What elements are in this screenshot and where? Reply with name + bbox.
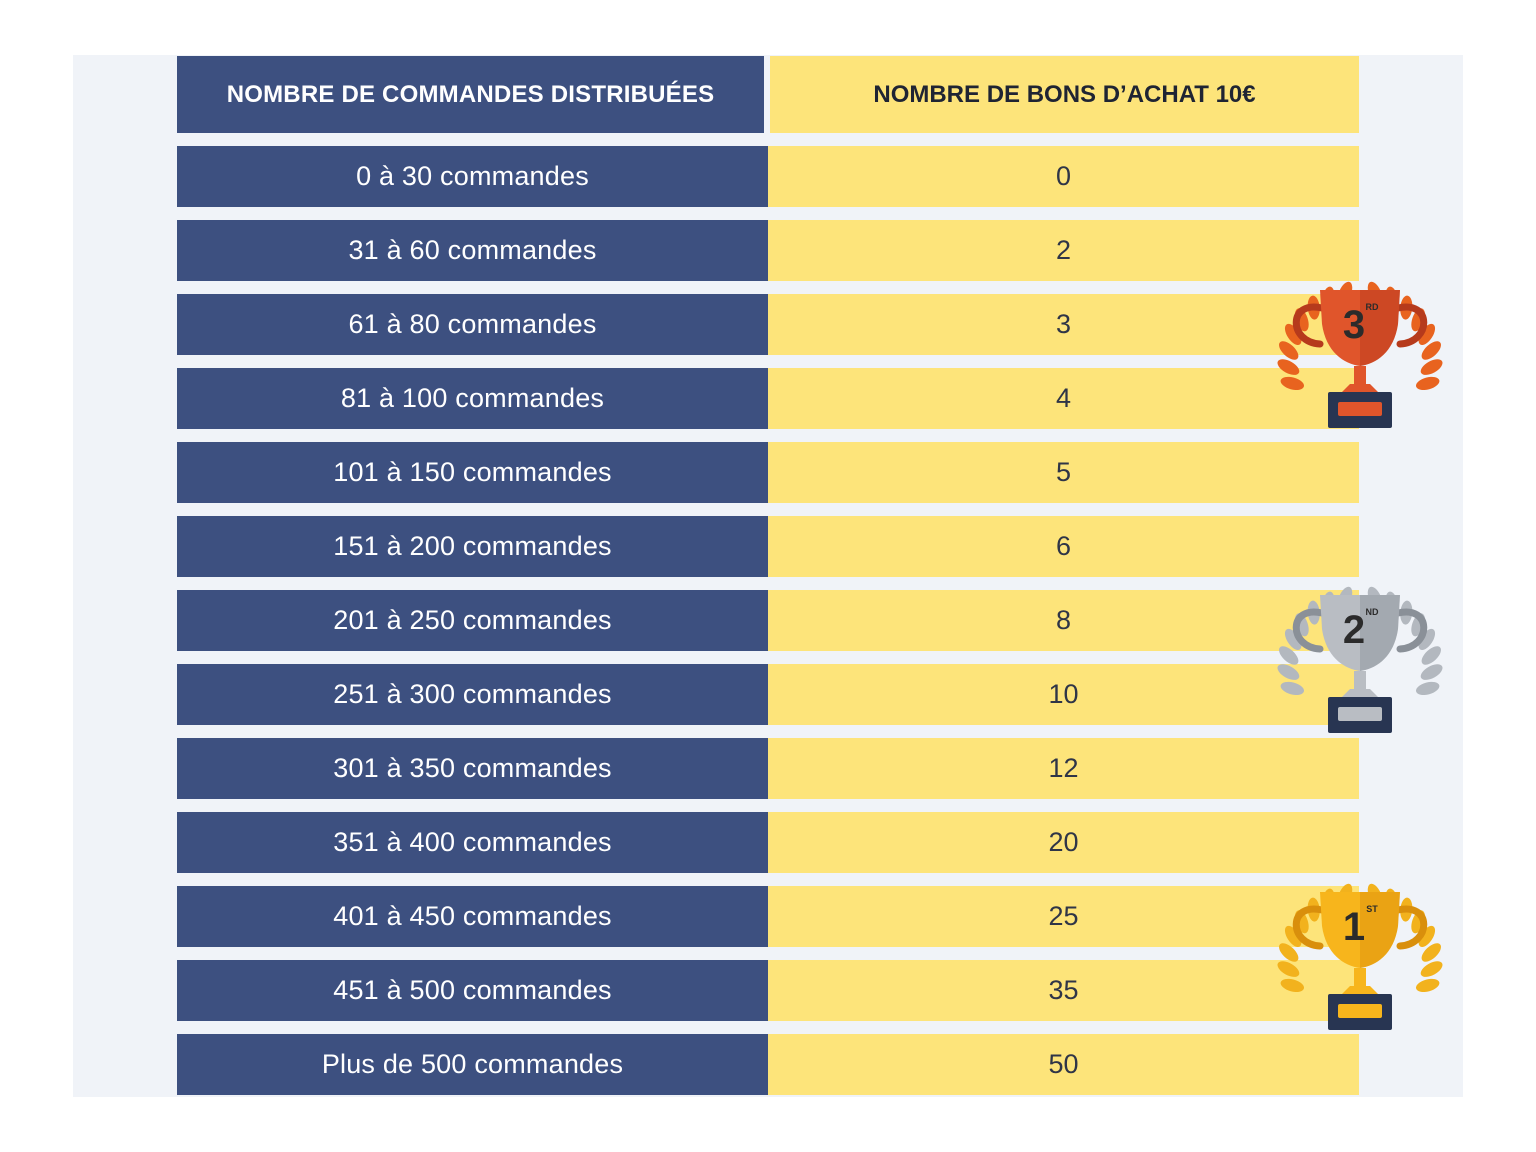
orders-cell: 351 à 400 commandes bbox=[177, 812, 768, 873]
laurel-leaf bbox=[1420, 359, 1443, 375]
table-row: 301 à 350 commandes 12 bbox=[177, 738, 1359, 799]
table-row: 201 à 250 commandes 8 bbox=[177, 590, 1359, 651]
table-row: 451 à 500 commandes 35 bbox=[177, 960, 1359, 1021]
vouchers-cell: 25 bbox=[768, 886, 1359, 947]
vouchers-cell: 2 bbox=[768, 220, 1359, 281]
vouchers-cell: 8 bbox=[768, 590, 1359, 651]
laurel-leaf bbox=[1416, 376, 1440, 390]
orders-cell: 451 à 500 commandes bbox=[177, 960, 768, 1021]
table-row: 31 à 60 commandes 2 bbox=[177, 220, 1359, 281]
header-orders: NOMBRE DE COMMANDES DISTRIBUÉES bbox=[177, 56, 764, 133]
silver-trophy-icon: 2 ND bbox=[1277, 586, 1443, 733]
gold-trophy-icon: 1 ST bbox=[1277, 883, 1443, 1030]
table-row: 0 à 30 commandes 0 bbox=[177, 146, 1359, 207]
vouchers-cell: 50 bbox=[768, 1034, 1359, 1095]
trophy-rank-numeral: 2 bbox=[1343, 608, 1365, 652]
vouchers-cell: 0 bbox=[768, 146, 1359, 207]
laurel-leaf bbox=[1421, 341, 1441, 360]
laurel-leaf bbox=[1421, 646, 1441, 665]
laurel-leaf bbox=[1279, 646, 1299, 665]
laurel-leaf bbox=[1277, 961, 1300, 977]
laurel-leaf bbox=[1277, 359, 1300, 375]
orders-cell: 301 à 350 commandes bbox=[177, 738, 768, 799]
laurel-leaf bbox=[1416, 978, 1440, 992]
laurel-leaf bbox=[1421, 943, 1441, 962]
orders-cell: 251 à 300 commandes bbox=[177, 664, 768, 725]
laurel-leaf bbox=[1280, 978, 1304, 992]
trophy-rank-suffix: ND bbox=[1366, 607, 1379, 617]
orders-cell: 81 à 100 commandes bbox=[177, 368, 768, 429]
orders-cell: 0 à 30 commandes bbox=[177, 146, 768, 207]
laurel-leaf bbox=[1279, 943, 1299, 962]
vouchers-cell: 4 bbox=[768, 368, 1359, 429]
table-row: 151 à 200 commandes 6 bbox=[177, 516, 1359, 577]
laurel-leaf bbox=[1418, 925, 1436, 947]
laurel-leaf bbox=[1420, 664, 1443, 680]
laurel-leaf bbox=[1280, 376, 1304, 390]
trophy-rank-numeral: 1 bbox=[1343, 905, 1365, 949]
vouchers-cell: 12 bbox=[768, 738, 1359, 799]
laurel-leaf bbox=[1418, 323, 1436, 345]
orders-cell: 201 à 250 commandes bbox=[177, 590, 768, 651]
trophy-rank-suffix: RD bbox=[1366, 302, 1379, 312]
table-row: 61 à 80 commandes 3 bbox=[177, 294, 1359, 355]
table-header: NOMBRE DE COMMANDES DISTRIBUÉES NOMBRE D… bbox=[177, 56, 1359, 133]
bronze-trophy-icon: 3 RD bbox=[1277, 281, 1443, 428]
orders-cell: 401 à 450 commandes bbox=[177, 886, 768, 947]
laurel-leaf bbox=[1284, 323, 1302, 345]
header-vouchers: NOMBRE DE BONS D’ACHAT 10€ bbox=[770, 56, 1359, 133]
vouchers-cell: 6 bbox=[768, 516, 1359, 577]
laurel-leaf bbox=[1280, 681, 1304, 695]
vouchers-cell: 35 bbox=[768, 960, 1359, 1021]
orders-cell: 61 à 80 commandes bbox=[177, 294, 768, 355]
table-row: 101 à 150 commandes 5 bbox=[177, 442, 1359, 503]
laurel-leaf bbox=[1284, 628, 1302, 650]
vouchers-cell: 20 bbox=[768, 812, 1359, 873]
vouchers-cell: 10 bbox=[768, 664, 1359, 725]
orders-cell: 151 à 200 commandes bbox=[177, 516, 768, 577]
orders-cell: 31 à 60 commandes bbox=[177, 220, 768, 281]
orders-cell: 101 à 150 commandes bbox=[177, 442, 768, 503]
vouchers-cell: 5 bbox=[768, 442, 1359, 503]
laurel-leaf bbox=[1418, 628, 1436, 650]
vouchers-cell: 3 bbox=[768, 294, 1359, 355]
table-row: 81 à 100 commandes 4 bbox=[177, 368, 1359, 429]
table-row: 401 à 450 commandes 25 bbox=[177, 886, 1359, 947]
table-row: Plus de 500 commandes 50 bbox=[177, 1034, 1359, 1095]
table-row: 251 à 300 commandes 10 bbox=[177, 664, 1359, 725]
trophy-rank-numeral: 3 bbox=[1343, 303, 1365, 347]
laurel-leaf bbox=[1416, 681, 1440, 695]
laurel-leaf bbox=[1420, 961, 1443, 977]
table-row: 351 à 400 commandes 20 bbox=[177, 812, 1359, 873]
laurel-leaf bbox=[1279, 341, 1299, 360]
orders-cell: Plus de 500 commandes bbox=[177, 1034, 768, 1095]
laurel-leaf bbox=[1277, 664, 1300, 680]
trophy-rank-suffix: ST bbox=[1366, 904, 1378, 914]
laurel-leaf bbox=[1284, 925, 1302, 947]
